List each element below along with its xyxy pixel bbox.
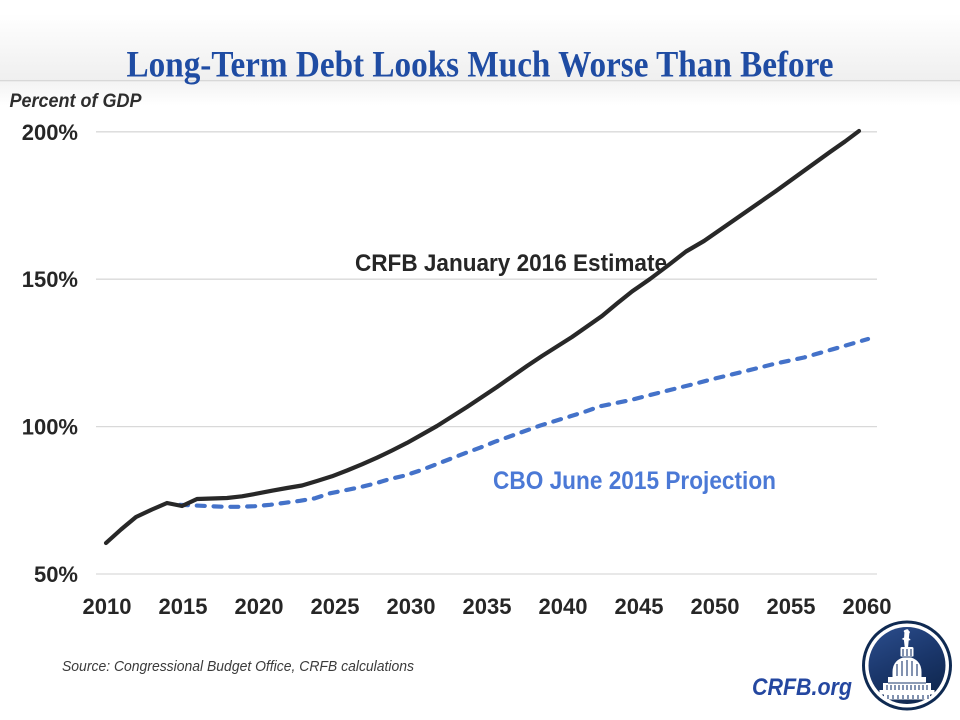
svg-text:CRFB January 2016 Estimate: CRFB January 2016 Estimate bbox=[355, 250, 667, 277]
svg-text:2030: 2030 bbox=[387, 594, 436, 619]
svg-text:50%: 50% bbox=[34, 562, 78, 587]
svg-text:2045: 2045 bbox=[615, 594, 664, 619]
svg-text:200%: 200% bbox=[22, 120, 78, 145]
svg-text:150%: 150% bbox=[22, 267, 78, 292]
svg-text:2015: 2015 bbox=[159, 594, 208, 619]
svg-text:2035: 2035 bbox=[463, 594, 512, 619]
svg-text:2050: 2050 bbox=[691, 594, 740, 619]
svg-text:2020: 2020 bbox=[235, 594, 284, 619]
svg-text:CBO June 2015 Projection: CBO June 2015 Projection bbox=[493, 467, 776, 495]
svg-text:2055: 2055 bbox=[767, 594, 816, 619]
svg-text:2060: 2060 bbox=[843, 594, 892, 619]
svg-text:2040: 2040 bbox=[539, 594, 588, 619]
svg-text:Percent of GDP: Percent of GDP bbox=[10, 91, 142, 112]
svg-text:100%: 100% bbox=[22, 415, 78, 440]
svg-text:Long-Term Debt Looks Much Wors: Long-Term Debt Looks Much Worse Than Bef… bbox=[127, 44, 834, 85]
svg-text:2010: 2010 bbox=[83, 594, 132, 619]
svg-text:Source: Congressional Budget O: Source: Congressional Budget Office, CRF… bbox=[62, 658, 414, 675]
svg-text:2025: 2025 bbox=[311, 594, 360, 619]
svg-text:CRFB.org: CRFB.org bbox=[752, 674, 852, 701]
